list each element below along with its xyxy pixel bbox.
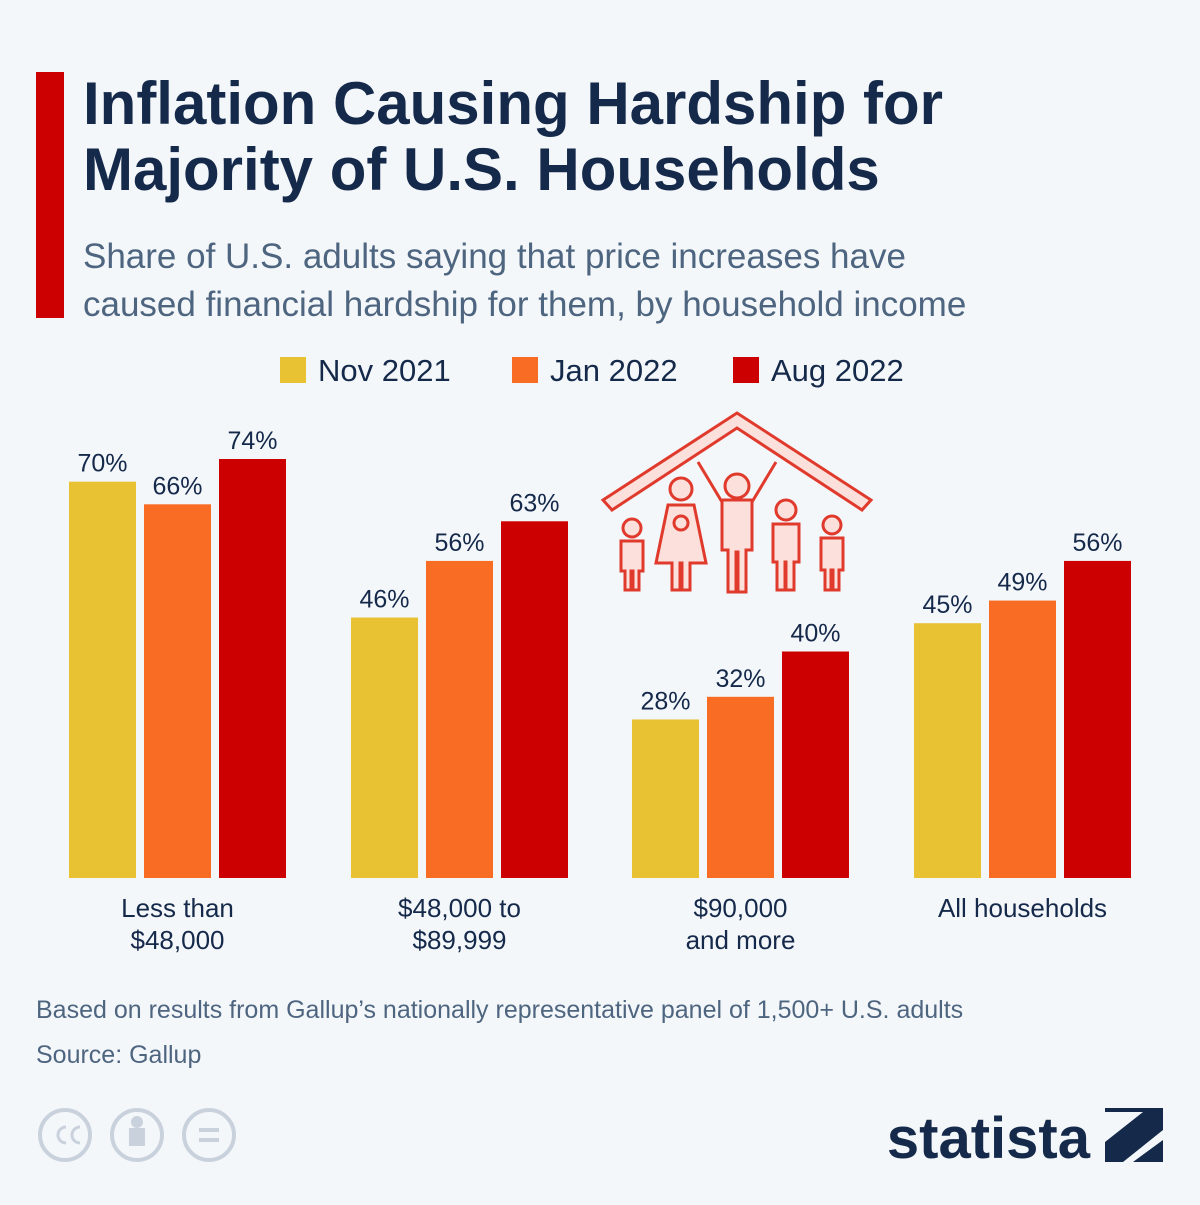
- value-label: 74%: [227, 427, 277, 455]
- bar: [782, 651, 849, 878]
- license-icons: [38, 1108, 236, 1162]
- value-label: 66%: [152, 472, 202, 500]
- value-label: 56%: [434, 529, 484, 557]
- value-label: 45%: [922, 591, 972, 619]
- bar: [351, 617, 418, 878]
- chart-subtitle: Share of U.S. adults saying that price i…: [83, 237, 966, 324]
- text-line: Less than: [121, 893, 234, 923]
- bar: [1064, 560, 1131, 878]
- legend-label: Aug 2022: [771, 353, 904, 388]
- value-label: 56%: [1072, 529, 1122, 557]
- text-line: $48,000 to: [398, 893, 521, 923]
- legend-label: Jan 2022: [550, 353, 678, 388]
- legend-label: Nov 2021: [318, 353, 451, 388]
- bar: [69, 481, 136, 878]
- family-icon: [600, 411, 874, 594]
- value-label: 70%: [77, 450, 127, 478]
- brand-logo: statista: [887, 1106, 1091, 1171]
- x-tick-label: $90,000 and more: [686, 893, 796, 955]
- x-tick-label: All households: [938, 893, 1107, 923]
- bar: [989, 600, 1056, 878]
- accent-bar: [36, 72, 64, 318]
- text-line: and more: [686, 925, 796, 955]
- value-label: 28%: [640, 687, 690, 715]
- text-line: caused financial hardship for them, by h…: [83, 285, 966, 324]
- value-label: 46%: [359, 586, 409, 614]
- bar: [426, 560, 493, 878]
- text-line: Share of U.S. adults saying that price i…: [83, 237, 906, 276]
- bar: [144, 504, 211, 878]
- value-label: 49%: [997, 569, 1047, 597]
- value-label: 40%: [790, 620, 840, 648]
- value-label: 32%: [715, 665, 765, 693]
- text-line: Inflation Causing Hardship for: [83, 70, 943, 137]
- text-line: $48,000: [131, 925, 225, 955]
- brand-mark: [1105, 1108, 1163, 1162]
- text-line: $89,999: [413, 925, 507, 955]
- legend-swatch: [512, 357, 538, 383]
- footnote: Based on results from Gallup’s nationall…: [36, 996, 963, 1024]
- chart-title: Inflation Causing Hardship for Majority o…: [83, 70, 943, 203]
- bar: [219, 459, 286, 878]
- x-tick-label: Less than $48,000: [121, 893, 234, 955]
- legend-swatch: [733, 357, 759, 383]
- x-tick-label: $48,000 to $89,999: [398, 893, 521, 955]
- value-label: 63%: [509, 489, 559, 517]
- text-line: $90,000: [694, 893, 788, 923]
- legend-swatch: [280, 357, 306, 383]
- bar: [914, 623, 981, 878]
- bar: [501, 521, 568, 878]
- text-line: Majority of U.S. Households: [83, 136, 880, 203]
- footnote: Source: Gallup: [36, 1041, 201, 1069]
- bar: [707, 696, 774, 878]
- bar: [632, 719, 699, 878]
